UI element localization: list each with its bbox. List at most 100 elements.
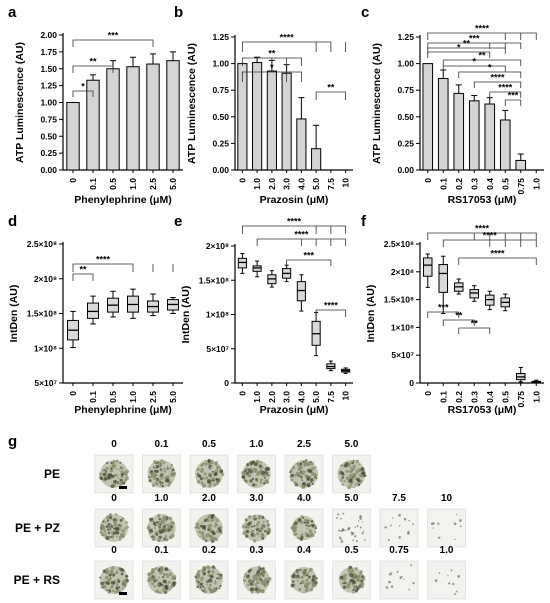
chart-c-xtick-label: 0.1	[438, 178, 448, 190]
micrograph-cell	[354, 483, 357, 486]
micrograph-cell	[105, 515, 110, 520]
micrograph-cell	[156, 461, 159, 464]
micrograph-cell	[255, 584, 258, 588]
chart-a-ytick-label: 1.00	[40, 98, 57, 108]
micrograph-cell	[109, 535, 112, 539]
chart-a-ytick-label: 1.50	[40, 64, 57, 74]
chart-c-sig-bracket	[442, 65, 506, 72]
chart-b-xtick-label: 3.0	[282, 178, 292, 190]
micrograph-cell	[294, 473, 298, 477]
chart-c-sig-bracket	[473, 81, 522, 88]
micrograph-cell	[102, 472, 107, 477]
micrograph-cell	[201, 534, 205, 538]
micrograph-cell	[396, 571, 399, 574]
micrograph-cell	[353, 477, 357, 480]
micrograph-col-label: 7.5	[392, 493, 406, 504]
micrograph-cell	[256, 570, 260, 574]
micrograph-cell	[208, 464, 211, 467]
micrograph-cell	[115, 459, 119, 463]
micrograph-cell	[292, 573, 296, 578]
micrograph-cell	[209, 460, 214, 465]
micrograph-row-label: PE + RS	[14, 573, 60, 587]
chart-e-ytick-label: 0	[224, 378, 229, 388]
micrograph-cell	[388, 572, 392, 576]
micrograph-cell	[248, 579, 251, 583]
micrograph-cell	[299, 470, 303, 474]
chart-c-sig-bracket	[504, 99, 522, 106]
micrograph-cell	[202, 585, 205, 588]
micrograph-cell	[170, 529, 173, 532]
micrograph-cell	[198, 531, 201, 534]
micrograph-cell	[290, 525, 295, 530]
micrograph-cell	[307, 575, 311, 579]
micrograph-cell	[195, 572, 200, 577]
micrograph-cell	[349, 476, 352, 479]
micrograph-cell	[216, 577, 218, 580]
micrograph-cell	[352, 539, 354, 542]
micrograph-cell	[309, 587, 314, 592]
micrograph-cell	[407, 531, 410, 535]
chart-c-sig-label: *	[488, 63, 492, 73]
micrograph-cell	[339, 537, 342, 540]
micrograph-cell	[247, 515, 252, 519]
micrograph-cell	[166, 475, 170, 478]
micrograph-cell	[351, 570, 355, 574]
micrograph-cell	[257, 520, 261, 524]
chart-c-ytick-label: 0.50	[397, 112, 414, 122]
micrograph-cell	[454, 538, 456, 541]
micrograph-col-label: 1.0	[155, 493, 169, 504]
micrograph-cell	[160, 469, 163, 472]
chart-c-ytick-label: 1.00	[397, 59, 414, 69]
micrograph-cell	[261, 534, 265, 538]
micrograph-cell	[342, 582, 345, 585]
chart-a-xtick-label: 0.5	[108, 178, 118, 190]
micrograph-cell	[403, 578, 405, 580]
micrograph-cell	[160, 583, 164, 587]
micrograph-cell	[315, 577, 318, 580]
micrograph-cell	[296, 579, 299, 582]
chart-c-bar	[515, 159, 527, 171]
micrograph-col-label: 0.75	[389, 545, 409, 556]
micrograph-cell	[355, 459, 360, 464]
micrograph-cell	[249, 526, 251, 529]
micrograph-cell	[107, 476, 111, 480]
micrograph-col-label: 0.1	[155, 439, 169, 450]
micrograph-cell	[170, 585, 174, 588]
micrograph-cell	[201, 476, 205, 480]
micrograph-cell	[306, 480, 308, 483]
micrograph-cell	[206, 580, 209, 583]
micrograph-cell	[252, 515, 255, 518]
chart-f-sig-bracket	[427, 311, 460, 318]
micrograph-cell	[109, 590, 112, 593]
micrograph-cell	[107, 528, 109, 531]
micrograph-cell	[107, 522, 111, 526]
micrograph-cell	[359, 570, 363, 574]
micrograph-cell	[147, 524, 150, 527]
micrograph-cell	[267, 577, 272, 581]
micrograph-cell	[100, 585, 104, 589]
micrograph-cell	[116, 535, 119, 538]
chart-b-bar	[281, 72, 292, 171]
micrograph-cell	[261, 516, 265, 519]
micrograph-cell	[173, 577, 176, 580]
micrograph-cell	[296, 574, 300, 578]
micrograph-cell	[157, 513, 161, 517]
micrograph-cell	[253, 574, 258, 579]
micrograph-cell	[264, 529, 267, 533]
micrograph-cell	[214, 537, 219, 542]
chart-a-sig-bracket	[72, 90, 94, 97]
chart-a-ytick-label: 0.50	[40, 131, 57, 141]
micrograph-cell	[208, 578, 212, 583]
micrograph-cell	[212, 519, 215, 522]
micrograph-cell	[352, 468, 355, 471]
micrograph-cell	[312, 578, 315, 581]
micrograph-cell	[165, 574, 170, 579]
micrograph-cell	[170, 463, 174, 467]
micrograph-cell	[159, 462, 163, 466]
micrograph-cell	[214, 461, 218, 466]
chart-f-xtick-label: 0.2	[454, 391, 464, 403]
micrograph-cell	[153, 526, 157, 530]
micrograph-cell	[298, 577, 301, 580]
micrograph-cell	[218, 575, 223, 580]
micrograph-cell	[207, 526, 210, 529]
